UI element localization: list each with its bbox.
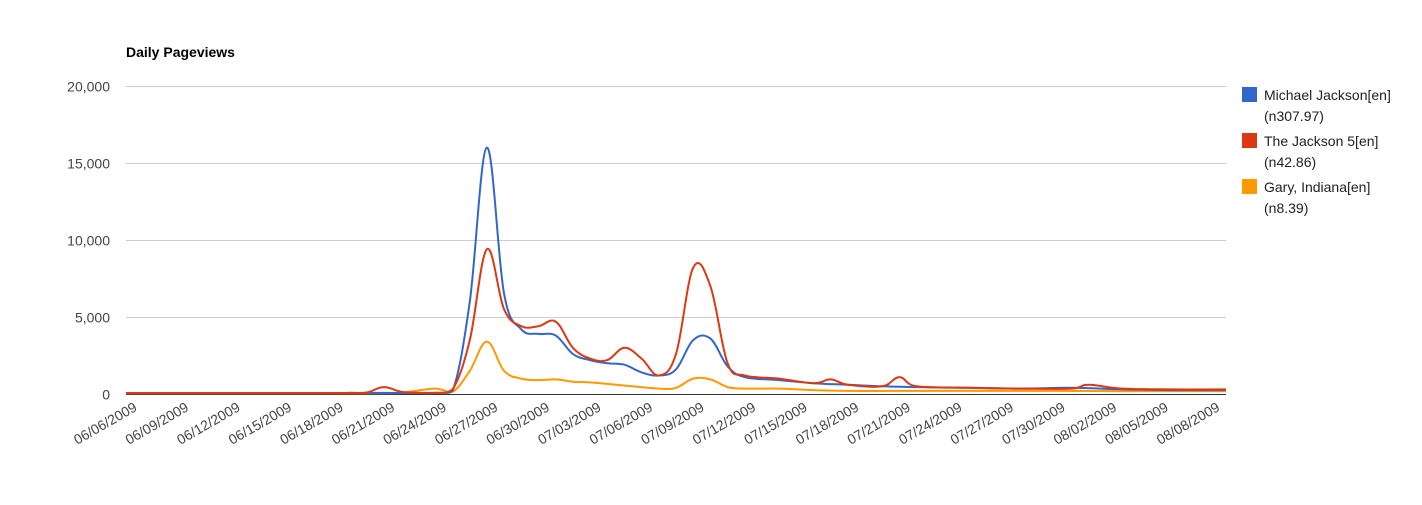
legend-label: Gary, Indiana[en] (1264, 179, 1370, 195)
y-axis: 0 5,000 10,000 15,000 20,000 (67, 79, 110, 403)
x-axis: 06/06/200906/09/200906/12/200906/15/2009… (71, 399, 1223, 448)
series-line-2 (125, 248, 1227, 395)
legend-label: Michael Jackson[en] (1264, 87, 1391, 103)
legend-swatch (1242, 87, 1257, 102)
y-tick-label: 0 (102, 387, 110, 403)
legend-swatch (1242, 133, 1257, 148)
series-line-3 (125, 340, 1226, 395)
legend-swatch (1242, 179, 1257, 194)
legend-note: (n8.39) (1264, 200, 1308, 216)
legend-label: The Jackson 5[en] (1264, 133, 1378, 149)
chart-title: Daily Pageviews (126, 44, 235, 60)
y-tick-label: 20,000 (67, 79, 110, 95)
y-tick-label: 10,000 (67, 233, 110, 249)
gridlines (126, 86, 1226, 395)
y-tick-label: 5,000 (75, 310, 110, 326)
y-tick-label: 15,000 (67, 156, 110, 172)
legend-note: (n42.86) (1264, 154, 1316, 170)
legend: Michael Jackson[en] (n307.97) The Jackson … (1242, 87, 1391, 216)
legend-note: (n307.97) (1264, 108, 1324, 124)
series-lines (125, 146, 1227, 395)
